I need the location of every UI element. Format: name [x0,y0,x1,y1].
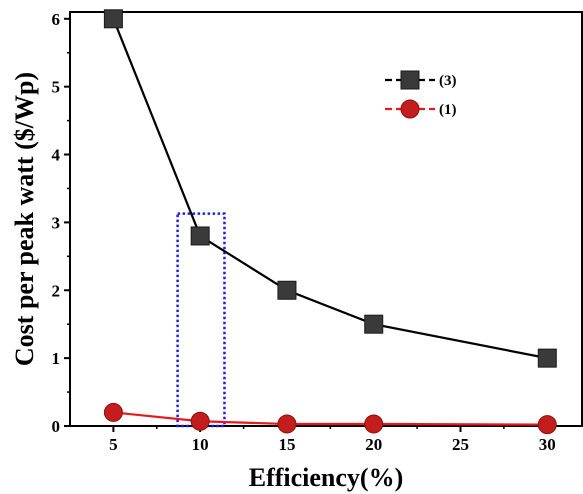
axes-group [69,11,583,427]
square-marker [103,9,123,29]
y-tick-label: 6 [52,10,61,29]
y-tick-label: 5 [52,78,61,97]
circle-marker [103,402,123,422]
plot-frame [69,11,583,427]
circle-marker [537,415,557,435]
x-tick-label: 30 [539,435,556,454]
legend-label-0: (3) [439,73,457,89]
series-line-0 [112,18,548,360]
highlight-group [176,212,226,428]
square-marker [190,226,210,246]
square-marker [537,348,557,368]
y-ticks-group: 0 1 2 3 4 5 6 [52,10,70,436]
y-tick-label: 4 [52,146,61,165]
x-tick-label: 20 [365,435,382,454]
x-tick-label: 15 [278,435,295,454]
square-marker [277,280,297,300]
y-axis-title: Cost per peak watt ($/Wp) [10,72,39,366]
circle-marker [364,414,384,434]
legend-label-1: (1) [439,102,457,118]
y-tick-label: 1 [52,349,61,368]
square-marker [364,314,384,334]
legend-circle-marker [400,99,420,119]
highlight-box [176,212,226,428]
legend: (3) (1) [385,70,457,119]
y-tick-label: 0 [52,417,61,436]
circle-marker [277,414,297,434]
series-line-1 [113,411,548,426]
legend-square-marker [400,70,420,90]
y-tick-label: 3 [52,213,61,232]
x-axis-title: Efficiency(%) [249,463,404,492]
x-tick-label: 10 [192,435,209,454]
series-group [103,9,557,435]
x-ticks-group: 5 10 15 20 25 30 [109,426,556,454]
x-tick-label: 25 [452,435,469,454]
x-tick-label: 5 [109,435,118,454]
circle-marker [190,411,210,431]
y-tick-label: 2 [52,281,61,300]
